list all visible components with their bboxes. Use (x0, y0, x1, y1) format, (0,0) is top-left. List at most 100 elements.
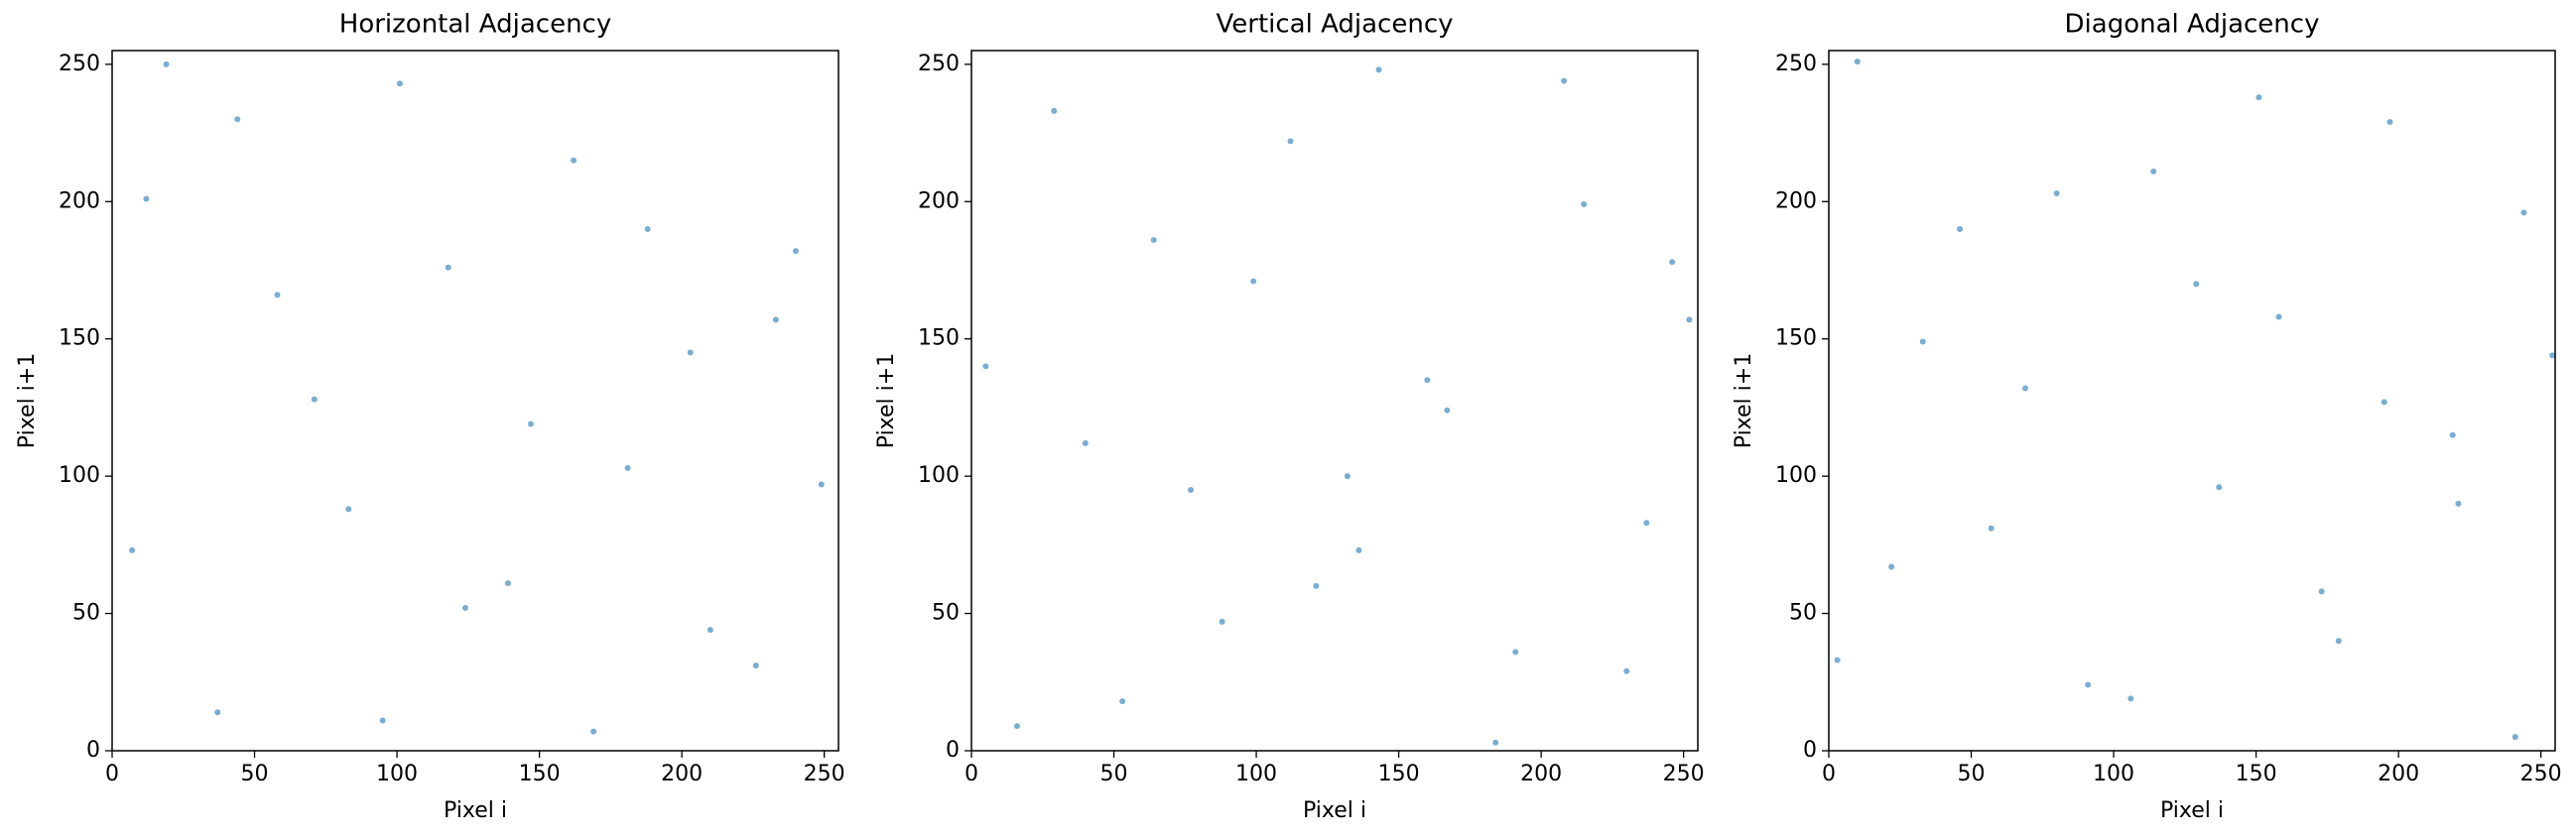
point (1119, 698, 1126, 705)
x-tick-label: 250 (804, 762, 845, 786)
point (1919, 338, 1926, 345)
point (2216, 484, 2223, 491)
point (345, 506, 352, 513)
point (445, 264, 451, 271)
point (396, 80, 403, 87)
point (1888, 563, 1895, 570)
point (1344, 473, 1351, 480)
point (982, 363, 989, 370)
x-tick-label: 100 (1235, 762, 1277, 786)
point (461, 605, 468, 612)
point (1444, 407, 1451, 414)
x-tick-label: 50 (241, 762, 269, 786)
axes-frame (1828, 50, 2556, 752)
x-tick-label: 0 (965, 762, 978, 786)
point (379, 717, 386, 724)
x-tick-label: 250 (2520, 762, 2562, 786)
chart-title: Diagonal Adjacency (2065, 10, 2320, 40)
point (311, 396, 318, 403)
point (1375, 66, 1382, 73)
point (2193, 281, 2200, 288)
y-tick-label: 200 (1775, 188, 1817, 213)
point (2381, 399, 2387, 406)
point (274, 292, 281, 299)
y-tick-label: 250 (1775, 52, 1817, 76)
point (571, 157, 578, 164)
point (792, 248, 799, 255)
y-tick-label: 50 (932, 601, 960, 626)
point (2512, 734, 2518, 741)
x-axis-label: Pixel i (2160, 798, 2224, 823)
y-axis-label: Pixel i+1 (1732, 353, 1756, 448)
x-axis-label: Pixel i (444, 798, 507, 823)
x-tick-label: 50 (1958, 762, 1986, 786)
point (214, 709, 221, 716)
x-tick-label: 50 (1100, 762, 1128, 786)
point (527, 420, 534, 427)
point (2053, 189, 2060, 196)
point (752, 662, 759, 669)
point (2318, 588, 2325, 595)
point (707, 627, 713, 634)
point (2549, 352, 2556, 359)
point (1287, 138, 1294, 145)
point (1250, 278, 1257, 285)
y-axis-label: Pixel i+1 (15, 353, 40, 448)
point (2335, 638, 2342, 645)
point (2022, 385, 2029, 392)
x-tick-label: 0 (1822, 762, 1836, 786)
x-tick-label: 250 (1663, 762, 1705, 786)
y-tick-label: 150 (59, 326, 100, 351)
point (2386, 118, 2393, 125)
point (1219, 618, 1225, 625)
point (2275, 313, 2282, 320)
point (163, 60, 170, 67)
point (2455, 500, 2462, 507)
point (1492, 739, 1499, 746)
x-tick-label: 150 (2236, 762, 2277, 786)
point (1623, 667, 1630, 674)
y-tick-label: 150 (918, 326, 960, 351)
y-tick-label: 100 (59, 463, 100, 488)
point (1581, 201, 1588, 208)
point (1013, 723, 1020, 730)
x-tick-label: 100 (2093, 762, 2134, 786)
x-tick-label: 150 (519, 762, 561, 786)
point (1150, 237, 1157, 244)
point (1424, 377, 1431, 384)
point (624, 464, 631, 471)
x-axis-label: Pixel i (1303, 798, 1366, 823)
y-tick-label: 250 (59, 52, 100, 76)
point (1834, 657, 1841, 663)
axes-frame (111, 50, 839, 752)
point (129, 546, 136, 553)
y-axis-label: Pixel i+1 (874, 353, 899, 448)
point (2449, 431, 2456, 438)
point (1561, 77, 1568, 84)
y-tick-label: 0 (1803, 738, 1817, 763)
point (2127, 695, 2134, 702)
point (2520, 209, 2527, 216)
x-tick-label: 200 (661, 762, 703, 786)
y-tick-label: 0 (86, 738, 100, 763)
y-tick-label: 250 (918, 52, 960, 76)
point (143, 195, 150, 202)
point (818, 481, 825, 488)
point (1854, 59, 1861, 65)
point (687, 349, 694, 356)
point (1957, 225, 1964, 232)
point (772, 316, 779, 323)
y-tick-label: 100 (918, 463, 960, 488)
x-tick-label: 200 (2378, 762, 2419, 786)
point (1512, 649, 1519, 656)
y-tick-label: 200 (59, 188, 100, 213)
y-tick-label: 100 (1775, 463, 1817, 488)
point (1669, 259, 1676, 266)
point (234, 116, 241, 123)
point (2085, 681, 2092, 688)
point (505, 580, 512, 587)
point (1988, 525, 1995, 532)
y-tick-label: 200 (918, 188, 960, 213)
y-tick-label: 50 (1789, 601, 1817, 626)
